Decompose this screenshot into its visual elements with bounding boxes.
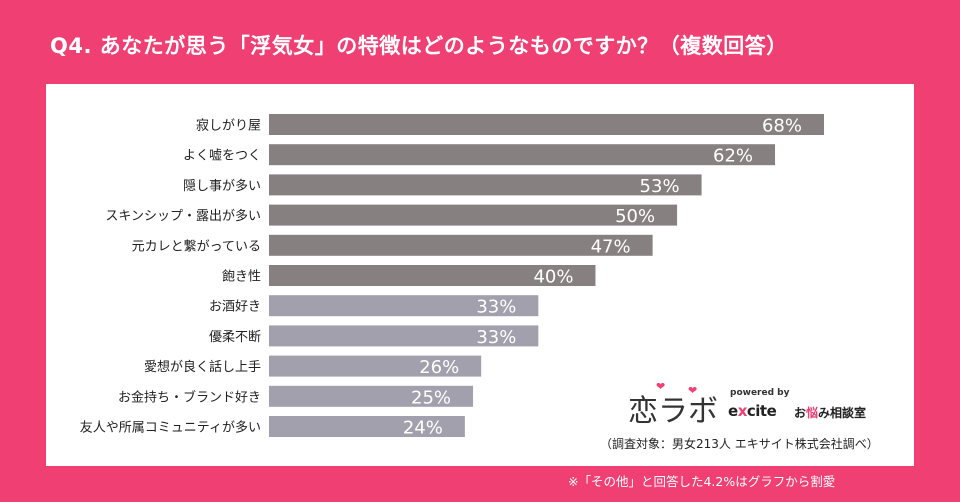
- value-label: 26%: [419, 357, 459, 378]
- bar: [269, 295, 539, 317]
- value-label: 50%: [615, 206, 655, 227]
- value-label: 47%: [591, 236, 631, 257]
- bar: [269, 385, 474, 407]
- value-label: 24%: [403, 418, 443, 439]
- category-label: 隠し事が多い: [183, 178, 261, 194]
- onayami-soudanshitsu-label: お悩み相談室: [794, 406, 867, 420]
- bar: [269, 174, 702, 196]
- bar-chart: 寂しがり屋 68% よく嘘をつく 62% 隠し事が多い 53% スキンシップ・露出が多い 50…: [80, 114, 824, 439]
- category-label: 寂しがり屋: [196, 118, 261, 134]
- bar: [269, 265, 596, 286]
- category-label: 友人や所属コミュニティが多い: [80, 420, 261, 436]
- chart-title: Q4. あなたが思う「浮気女」の特徴はどのようなものですか？（複数回答）: [50, 34, 788, 58]
- survey-note: （調査対象：男女213人 エキサイト株式会社調べ）: [600, 437, 879, 451]
- value-label: 25%: [411, 387, 451, 408]
- heart-icon: ❤: [656, 380, 666, 393]
- powered-by-label: powered by: [730, 388, 790, 398]
- value-label: 40%: [533, 267, 573, 288]
- value-label: 33%: [476, 327, 516, 348]
- category-label: 元カレと繋がっている: [132, 238, 261, 254]
- category-label: 優柔不断: [209, 330, 261, 345]
- koi-labo-logo: 恋ラボ ❤ ❤ powered by excite お悩み相談室: [628, 380, 908, 429]
- value-label: 33%: [476, 297, 516, 318]
- category-label: お金持ち・ブランド好き: [118, 389, 261, 405]
- bar: [269, 204, 678, 226]
- value-label: 68%: [762, 116, 802, 137]
- category-label: スキンシップ・露出が多い: [105, 208, 261, 224]
- bar: [269, 144, 776, 166]
- category-label: よく嘘をつく: [183, 149, 261, 164]
- bar: [269, 355, 482, 377]
- value-label: 62%: [713, 146, 753, 167]
- category-label: 飽き性: [222, 270, 261, 285]
- bar: [269, 114, 824, 135]
- bar: [269, 325, 539, 347]
- footnote: ※「その他」と回答した4.2%はグラフから割愛: [568, 474, 836, 489]
- logo-brand: 恋ラボ: [628, 394, 718, 429]
- bar: [269, 416, 465, 437]
- category-label: 愛想が良く話し上手: [144, 359, 261, 375]
- bar: [269, 234, 653, 256]
- excite-logo: excite: [728, 402, 777, 420]
- chart-panel: 寂しがり屋 68% よく嘘をつく 62% 隠し事が多い 53% スキンシップ・露出が多い 50…: [46, 84, 914, 466]
- category-label: お酒好き: [209, 300, 261, 315]
- heart-icon: ❤: [688, 384, 698, 397]
- value-label: 53%: [640, 176, 680, 197]
